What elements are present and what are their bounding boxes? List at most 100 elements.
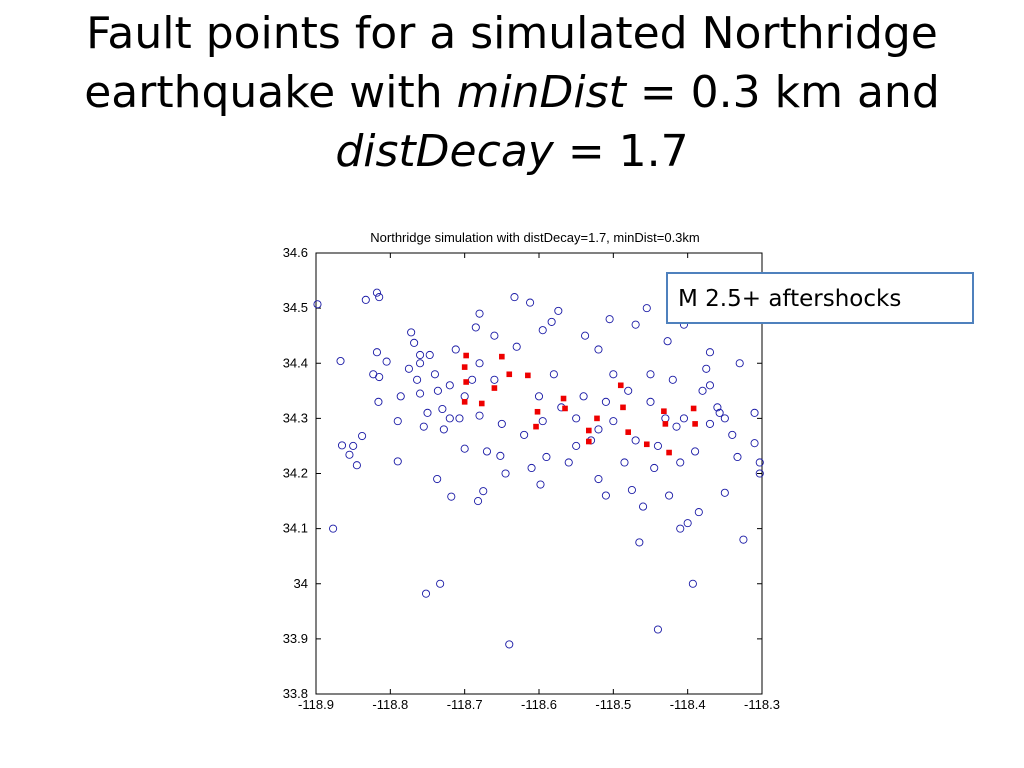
x-tick-label: -118.5 — [595, 697, 631, 712]
data-point-circle — [352, 461, 361, 470]
data-point-circle — [733, 452, 742, 462]
aftershock-point-square — [690, 405, 697, 412]
data-point-circle — [445, 414, 454, 423]
plot-frame — [315, 252, 763, 695]
data-point-circle — [679, 414, 689, 423]
data-point-circle — [482, 447, 492, 456]
x-tick-label: -118.9 — [298, 697, 334, 712]
title-line-2: earthquake with minDist = 0.3 km and — [20, 63, 1004, 122]
data-point-circle — [313, 300, 322, 309]
data-point-circle — [419, 422, 428, 431]
data-point-circle — [475, 309, 484, 318]
data-point-circle — [475, 411, 484, 420]
data-point-circle — [425, 350, 434, 360]
data-point-circle — [433, 386, 442, 395]
data-point-circle — [471, 323, 480, 332]
data-point-circle — [490, 331, 499, 340]
aftershock-point-square — [463, 352, 469, 359]
data-point-circle — [337, 441, 347, 450]
data-point-circle — [650, 463, 659, 473]
data-point-circle — [510, 293, 519, 302]
data-point-circle — [624, 386, 633, 395]
aftershock-point-square — [478, 400, 485, 407]
data-point-circle — [702, 364, 711, 373]
data-point-circle — [572, 414, 581, 423]
aftershock-point-square — [662, 421, 669, 427]
y-tick-label: 33.8 — [283, 686, 308, 701]
data-point-circle — [520, 430, 529, 439]
data-point-circle — [564, 458, 573, 467]
aftershock-point-square — [666, 449, 672, 456]
data-point-circle — [369, 370, 378, 379]
data-point-circle — [447, 492, 456, 501]
data-point-circle — [720, 488, 729, 497]
data-point-circle — [755, 469, 764, 478]
y-tick-label: 34.2 — [283, 466, 308, 481]
data-point-circle — [713, 403, 722, 412]
data-point-circle — [538, 417, 547, 426]
data-point-circle — [676, 524, 685, 533]
data-point-circle — [720, 414, 729, 423]
data-point-circle — [683, 519, 692, 528]
data-point-circle — [496, 451, 505, 460]
aftershock-point-square — [461, 399, 468, 405]
data-point-circle — [715, 408, 724, 417]
data-point-circle — [581, 331, 590, 340]
data-point-circle — [646, 397, 655, 406]
x-tick-label: -118.8 — [372, 697, 408, 712]
aftershock-point-square — [499, 353, 505, 360]
data-point-circle — [668, 375, 677, 384]
x-tick-label: -118.7 — [447, 697, 483, 712]
y-tick-label: 34.3 — [283, 410, 308, 425]
data-point-circle — [547, 317, 556, 326]
data-point-circle — [527, 463, 536, 473]
data-point-circle — [594, 425, 603, 434]
aftershock-point-square — [463, 379, 469, 385]
data-point-circle — [609, 417, 618, 426]
data-point-circle — [336, 356, 345, 366]
y-tick-label: 34.5 — [283, 300, 308, 315]
y-tick-label: 34.4 — [283, 355, 308, 370]
data-point-circle — [407, 328, 416, 337]
aftershock-point-square — [506, 371, 513, 378]
data-point-circle — [728, 430, 737, 439]
data-point-circle — [374, 397, 383, 406]
axis-ticks: -118.9 -118.8 -118.7 -118.6 -118.5 -118.4 -118… — [283, 245, 780, 712]
data-point-circle — [694, 508, 703, 517]
data-point-circle — [372, 288, 382, 297]
data-point-circle — [436, 579, 445, 588]
data-point-circle — [473, 497, 483, 506]
data-point-circle — [665, 491, 674, 500]
title-text-3: = 1.7 — [553, 126, 689, 177]
data-point-circle — [433, 474, 442, 484]
slide-title: Fault points for a simulated Northridge … — [20, 4, 1004, 181]
data-point-circle — [609, 370, 618, 379]
data-point-circle — [451, 345, 460, 354]
data-point-circle — [455, 414, 464, 423]
data-point-circle — [750, 408, 759, 417]
data-point-circle — [345, 450, 354, 459]
x-tick-label: -118.6 — [521, 697, 557, 712]
data-point-circle — [549, 370, 558, 379]
aftershock-point-square — [560, 395, 567, 402]
data-point-circle — [423, 408, 432, 417]
callout-text: M 2.5+ aftershocks — [678, 286, 902, 312]
data-point-circle — [572, 441, 581, 450]
aftershock-point-square — [586, 438, 592, 445]
aftershock-point-square — [661, 408, 667, 415]
data-point-circle — [594, 345, 603, 354]
data-point-circle — [554, 306, 563, 315]
data-point-circle — [438, 404, 447, 414]
data-point-circle — [739, 535, 748, 544]
aftershock-point-square — [692, 421, 698, 427]
aftershock-point-square — [491, 385, 498, 391]
data-point-circle — [349, 441, 358, 450]
data-point-circle — [505, 640, 514, 649]
data-point-circle — [605, 315, 614, 324]
data-point-circle — [416, 359, 425, 368]
data-point-circle — [676, 458, 685, 467]
data-point-circle — [735, 359, 744, 368]
data-point-circle — [361, 295, 370, 304]
data-point-circle — [416, 389, 425, 398]
